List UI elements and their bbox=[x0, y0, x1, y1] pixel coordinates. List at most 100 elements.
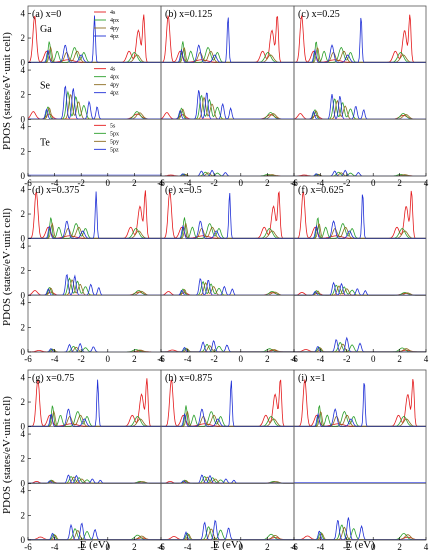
legend-entry-ga-pz: 4pz bbox=[110, 34, 119, 40]
y-tick-label: 2 bbox=[21, 33, 26, 43]
x-tick-label: 0 bbox=[239, 354, 244, 364]
y-tick-label: 0 bbox=[21, 114, 26, 124]
y-tick-label: 2 bbox=[21, 90, 26, 100]
y-tick-label: 2 bbox=[21, 209, 26, 219]
panel-label: (b) x=0.125 bbox=[165, 9, 212, 20]
pdos-curve-ga-pz bbox=[161, 192, 294, 239]
pdos-curve-ga-px bbox=[161, 405, 294, 427]
x-axis-title: E (eV) bbox=[80, 539, 110, 550]
pdos-curve-se-py bbox=[28, 94, 161, 120]
x-tick-label: -6 bbox=[290, 178, 298, 188]
x-tick-label: -6 bbox=[290, 542, 298, 550]
panel-label: (e) x=0.5 bbox=[165, 185, 202, 196]
pdos-curve-te-pz bbox=[161, 340, 294, 353]
x-tick-label: 4 bbox=[424, 542, 429, 550]
pdos-curve-ga-pz bbox=[161, 380, 294, 427]
x-tick-label: 2 bbox=[132, 354, 137, 364]
x-tick-label: -4 bbox=[51, 354, 59, 364]
x-tick-label: 0 bbox=[371, 542, 376, 550]
pdos-curve-ga-pz bbox=[294, 17, 426, 63]
x-tick-label: 2 bbox=[397, 178, 402, 188]
x-tick-label: 4 bbox=[159, 178, 164, 188]
pdos-curve-te-pz bbox=[294, 336, 426, 353]
y-tick-label: 4 bbox=[21, 184, 26, 194]
species-label-se: Se bbox=[40, 81, 51, 92]
x-tick-label: 4 bbox=[159, 542, 164, 550]
tick-marks bbox=[27, 13, 427, 541]
pdos-curve-ga-py bbox=[28, 46, 161, 63]
x-tick-label: -2 bbox=[210, 178, 218, 188]
y-tick-label: 0 bbox=[21, 478, 26, 488]
x-tick-label: 0 bbox=[106, 354, 111, 364]
x-tick-label: -2 bbox=[210, 542, 218, 550]
species-label-te: Te bbox=[40, 137, 50, 148]
legend-entry-se-s: 4s bbox=[110, 67, 116, 73]
x-tick-label: -6 bbox=[157, 354, 165, 364]
plot-area bbox=[27, 14, 426, 541]
x-tick-label: 4 bbox=[292, 354, 297, 364]
x-tick-label: 4 bbox=[292, 178, 297, 188]
panel-frame bbox=[293, 181, 427, 353]
y-tick-label: 4 bbox=[21, 429, 26, 439]
pdos-curve-ga-pz bbox=[294, 194, 426, 239]
x-tick-label: 4 bbox=[424, 178, 429, 188]
x-tick-label: -2 bbox=[343, 354, 351, 364]
x-tick-label: -2 bbox=[77, 178, 85, 188]
y-tick-label: 4 bbox=[21, 65, 26, 75]
y-tick-label: 0 bbox=[21, 58, 26, 68]
x-tick-label: 2 bbox=[265, 542, 270, 550]
x-tick-label: 0 bbox=[239, 542, 244, 550]
pdos-curve-se-pz bbox=[28, 85, 161, 120]
y-tick-label: 4 bbox=[21, 372, 26, 382]
pdos-curve-ga-py bbox=[294, 410, 426, 427]
x-tick-label: -2 bbox=[77, 354, 85, 364]
panel-label: (i) x=1 bbox=[298, 373, 326, 384]
x-tick-label: 2 bbox=[265, 178, 270, 188]
panel-frames bbox=[27, 5, 427, 541]
y-tick-label: 4 bbox=[21, 8, 26, 18]
pdos-curve-te-pz bbox=[294, 517, 426, 540]
y-tick-label: 0 bbox=[21, 535, 26, 545]
legend-entry-se-pz: 4pz bbox=[110, 91, 119, 97]
panel-label: (a) x=0 bbox=[32, 9, 61, 20]
y-tick-label: 0 bbox=[21, 347, 26, 357]
y-tick-label: 2 bbox=[21, 266, 26, 276]
x-tick-label: 4 bbox=[424, 354, 429, 364]
legend-entry-se-py: 4py bbox=[110, 83, 119, 89]
x-tick-label: -2 bbox=[343, 178, 351, 188]
pdos-curve-ga-pz bbox=[294, 383, 426, 427]
legend-entry-ga-s: 4s bbox=[110, 10, 116, 16]
panel-frame bbox=[293, 369, 427, 541]
x-tick-label: -6 bbox=[24, 542, 32, 550]
y-tick-label: 0 bbox=[21, 234, 26, 244]
legend-entry-se-px: 4px bbox=[110, 75, 119, 81]
panel-frame bbox=[160, 369, 295, 541]
legend-entry-te-pz: 5pz bbox=[110, 147, 119, 153]
y-tick-label: 0 bbox=[21, 422, 26, 432]
x-tick-label: -4 bbox=[317, 178, 325, 188]
y-tick-label: 0 bbox=[21, 290, 26, 300]
x-tick-label: -2 bbox=[343, 542, 351, 550]
pdos-curve-ga-pz bbox=[161, 17, 294, 63]
panel-label: (h) x=0.875 bbox=[165, 373, 212, 384]
legend-entry-te-s: 5s bbox=[110, 123, 116, 129]
x-tick-label: 0 bbox=[106, 542, 111, 550]
pdos-curve-se-pz bbox=[161, 90, 294, 120]
x-axis-title: E (eV) bbox=[345, 539, 375, 550]
y-axis-title: PDOS (states/eV·unit cell) bbox=[1, 208, 13, 326]
panel-frame bbox=[27, 181, 162, 353]
pdos-curve-ga-pz bbox=[28, 191, 161, 239]
y-tick-label: 2 bbox=[21, 322, 26, 332]
x-tick-label: -6 bbox=[157, 542, 165, 550]
x-tick-label: -4 bbox=[317, 354, 325, 364]
panel-frame bbox=[293, 5, 427, 177]
x-tick-label: -6 bbox=[24, 178, 32, 188]
panel-label: (c) x=0.25 bbox=[298, 9, 340, 20]
y-tick-label: 2 bbox=[21, 454, 26, 464]
pdos-curve-ga-py bbox=[28, 222, 161, 239]
pdos-curve-ga-py bbox=[161, 223, 294, 239]
y-tick-label: 2 bbox=[21, 397, 26, 407]
x-tick-label: 0 bbox=[106, 178, 111, 188]
x-tick-label: 0 bbox=[371, 178, 376, 188]
